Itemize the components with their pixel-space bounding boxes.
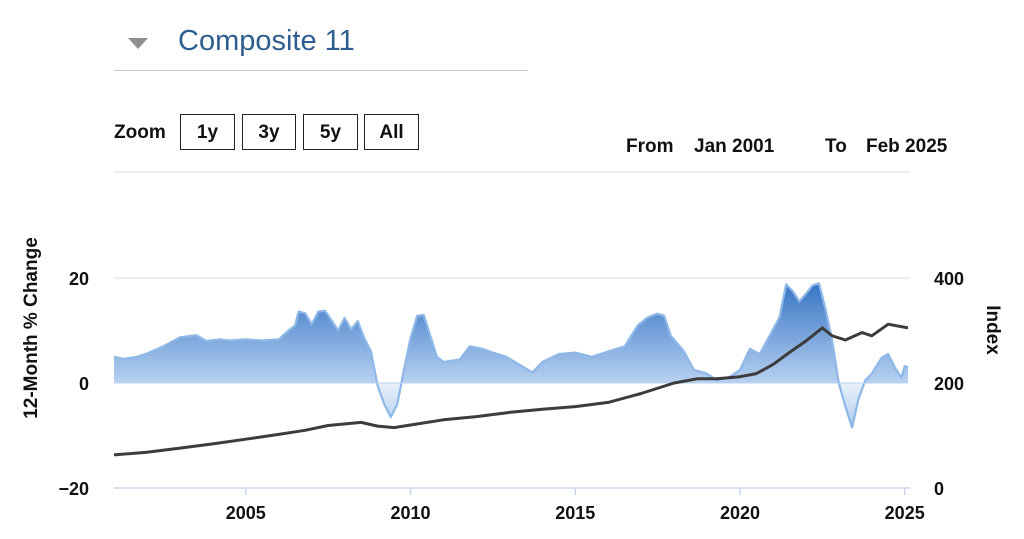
x-tick-label: 2025: [885, 503, 925, 523]
x-tick-label: 2010: [390, 503, 430, 523]
x-tick-label: 2015: [555, 503, 595, 523]
y-right-tick-label: 400: [934, 269, 964, 289]
y-right-tick-label: 0: [934, 479, 944, 499]
from-label: From: [626, 136, 674, 157]
x-tick-label: 2005: [226, 503, 266, 523]
zoom-5y-button[interactable]: 5y: [303, 114, 358, 150]
y-right-axis-label: Index: [982, 305, 1003, 355]
chart-header: Composite 11: [114, 18, 528, 71]
area-positive: [114, 283, 908, 383]
zoom-all-button[interactable]: All: [364, 114, 419, 150]
y-right-tick-label: 200: [934, 374, 964, 394]
y-left-tick-label: 20: [69, 269, 89, 289]
triangle-down-icon[interactable]: [128, 38, 148, 49]
y-left-tick-label: 0: [79, 374, 89, 394]
zoom-1y-button[interactable]: 1y: [180, 114, 235, 150]
series-index: [113, 322, 909, 457]
from-date[interactable]: Jan 2001: [694, 136, 775, 157]
series-12-month-change: [113, 282, 909, 429]
to-date[interactable]: Feb 2025: [866, 136, 948, 157]
to-label: To: [825, 136, 847, 157]
y-left-axis-label: 12-Month % Change: [21, 237, 42, 419]
page-title: Composite 11: [178, 25, 355, 57]
zoom-label: Zoom: [114, 122, 166, 143]
y-left-tick-label: −20: [58, 479, 89, 499]
x-tick-label: 2020: [720, 503, 760, 523]
zoom-3y-button[interactable]: 3y: [242, 114, 296, 150]
